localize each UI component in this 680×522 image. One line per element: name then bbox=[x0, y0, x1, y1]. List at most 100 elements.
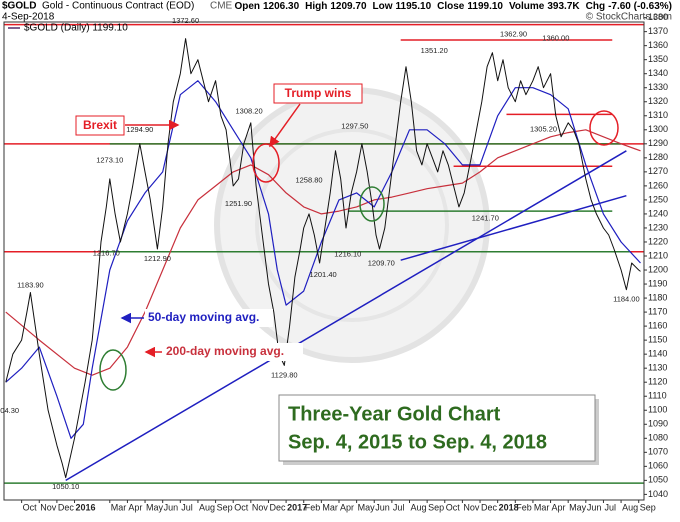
price-label: 1104.30 bbox=[0, 406, 19, 415]
y-tick-label: 1310 bbox=[648, 110, 668, 120]
price-label: 1216.70 bbox=[93, 249, 120, 258]
annotation-box bbox=[145, 309, 273, 327]
x-tick-label: Mar bbox=[534, 502, 550, 512]
price-label: 1305.20 bbox=[530, 124, 557, 133]
x-tick-label: Jun bbox=[587, 502, 602, 512]
highlight-circle bbox=[359, 186, 385, 222]
ma-label: 50-day moving avg. bbox=[148, 310, 259, 324]
annotation-arrow bbox=[269, 103, 301, 148]
price-label: 1251.90 bbox=[225, 199, 252, 208]
x-tick-label: Oct bbox=[446, 502, 461, 512]
price-label: 1241.70 bbox=[472, 214, 499, 223]
x-tick-label: Nov bbox=[252, 502, 269, 512]
stat-value: -7.60 (-0.63%) bbox=[608, 1, 672, 12]
x-tick-label: Jul bbox=[393, 502, 405, 512]
y-tick-label: 1200 bbox=[648, 264, 668, 274]
x-tick-label: Nov bbox=[40, 502, 57, 512]
annotation-box bbox=[273, 83, 363, 104]
price-label: 1212.90 bbox=[144, 254, 171, 263]
price-label: 1351.20 bbox=[421, 46, 448, 55]
stat-label: Open bbox=[234, 1, 260, 12]
highlight-circle bbox=[589, 110, 619, 146]
y-tick-label: 1340 bbox=[648, 68, 668, 78]
stat-label: High bbox=[305, 1, 327, 12]
y-tick-label: 1110 bbox=[648, 391, 667, 401]
stat-value: 1199.10 bbox=[467, 1, 503, 12]
y-tick-label: 1140 bbox=[648, 349, 667, 359]
ma-label: 200-day moving avg. bbox=[166, 344, 284, 358]
credit: © StockCharts.com bbox=[586, 12, 672, 23]
plot-frame bbox=[3, 21, 645, 501]
x-tick-label: Dec bbox=[269, 502, 286, 512]
stat-value: 393.7K bbox=[547, 1, 580, 12]
moving-average-line bbox=[5, 129, 641, 376]
highlight-circle bbox=[99, 349, 127, 391]
y-tick-label: 1210 bbox=[648, 250, 668, 260]
y-tick-label: 1360 bbox=[648, 40, 668, 50]
x-tick-label: 2016 bbox=[76, 502, 96, 512]
plot-layer: 1040 1050 1060 1070 1080 1090 1100 1110 1120 1130… bbox=[0, 12, 668, 512]
x-tick-label: Mar bbox=[111, 502, 127, 512]
x-tick-label: Oct bbox=[234, 502, 249, 512]
y-tick-label: 1080 bbox=[648, 433, 668, 443]
x-tick-label: Aug bbox=[199, 502, 215, 512]
watermark-ring bbox=[255, 128, 449, 322]
x-tick-label: May bbox=[569, 502, 587, 512]
symbol: $GOLD bbox=[2, 1, 36, 12]
x-tick-label: Aug bbox=[622, 502, 638, 512]
title-box bbox=[278, 394, 596, 462]
price-label: 1183.90 bbox=[17, 281, 44, 290]
price-label: 1372.60 bbox=[172, 16, 199, 25]
y-tick-label: 1330 bbox=[648, 82, 668, 92]
x-tick-label: Apr bbox=[128, 502, 142, 512]
price-label: 1273.10 bbox=[96, 155, 123, 164]
y-tick-label: 1260 bbox=[648, 180, 668, 190]
x-tick-label: Feb bbox=[305, 502, 321, 512]
price-label: 1216.10 bbox=[334, 249, 361, 258]
y-tick-label: 1190 bbox=[648, 278, 667, 288]
stat-label: Chg bbox=[586, 1, 605, 12]
trend-line bbox=[65, 150, 627, 482]
stat-value: 1206.30 bbox=[263, 1, 300, 12]
price-label: 1201.40 bbox=[310, 270, 337, 279]
trend-line bbox=[400, 194, 627, 261]
stat-label: Low bbox=[373, 1, 393, 12]
moving-average-line bbox=[5, 80, 641, 439]
price-label: 1362.90 bbox=[500, 30, 527, 39]
stat-label: Volume bbox=[509, 1, 545, 12]
y-tick-label: 1160 bbox=[648, 320, 667, 330]
stats: Open 1206.30 High 1209.70 Low 1195.10 Close 119… bbox=[234, 1, 672, 12]
x-tick-label: Jun bbox=[164, 502, 179, 512]
stat-value: 1195.10 bbox=[396, 1, 432, 12]
y-tick-label: 1230 bbox=[648, 222, 668, 232]
y-tick-label: 1320 bbox=[648, 96, 668, 106]
price-label: 1308.20 bbox=[236, 106, 263, 115]
price-label: 1297.50 bbox=[341, 121, 368, 130]
price-label: 1294.90 bbox=[126, 125, 153, 134]
price-label: 1360.00 bbox=[542, 34, 569, 43]
y-tick-label: 1270 bbox=[648, 166, 668, 176]
highlight-circle bbox=[252, 143, 280, 183]
x-tick-label: Oct bbox=[23, 502, 38, 512]
x-tick-label: Jul bbox=[181, 502, 193, 512]
price-label: 1184.00 bbox=[613, 294, 640, 303]
x-tick-label: Mar bbox=[322, 502, 338, 512]
y-tick-label: 1220 bbox=[648, 236, 668, 246]
stat-value: 1209.70 bbox=[330, 1, 367, 12]
x-tick-label: Sep bbox=[217, 502, 233, 512]
x-tick-label: Feb bbox=[516, 502, 532, 512]
x-tick-label: Apr bbox=[340, 502, 354, 512]
y-tick-label: 1370 bbox=[648, 26, 668, 36]
annotation-box bbox=[163, 343, 303, 361]
x-tick-label: Nov bbox=[463, 502, 480, 512]
y-tick-label: 1300 bbox=[648, 124, 668, 134]
x-tick-label: Aug bbox=[411, 502, 427, 512]
y-tick-label: 1280 bbox=[648, 152, 668, 162]
y-tick-label: 1050 bbox=[648, 475, 668, 485]
y-tick-label: 1060 bbox=[648, 461, 668, 471]
y-tick-label: 1350 bbox=[648, 54, 668, 64]
x-tick-label: Dec bbox=[58, 502, 75, 512]
price-label: 1258.80 bbox=[295, 176, 322, 185]
y-tick-label: 1100 bbox=[648, 405, 667, 415]
